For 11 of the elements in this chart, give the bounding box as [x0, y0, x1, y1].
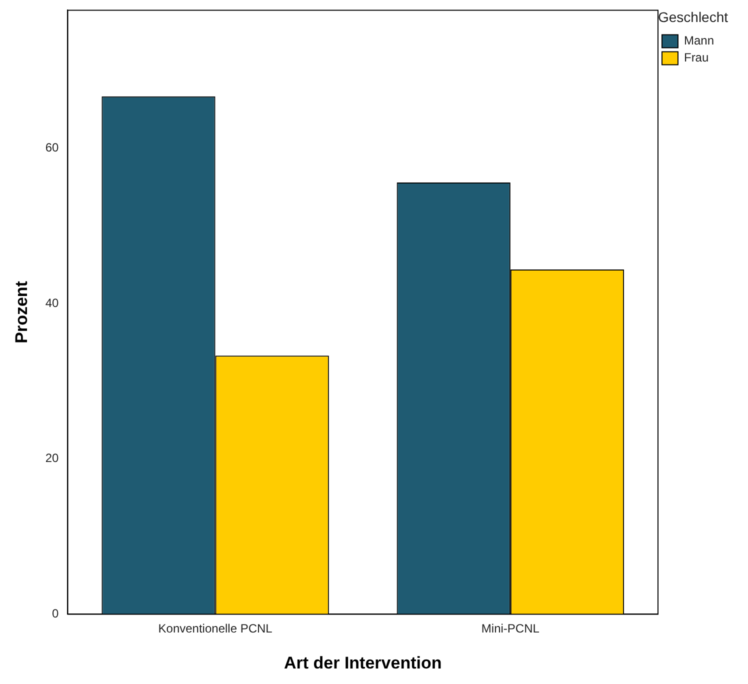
legend-title: Geschlecht: [658, 8, 728, 25]
y-tick-label: 60: [45, 140, 60, 155]
legend-label: Frau: [684, 50, 709, 65]
y-tick-label: 40: [45, 296, 60, 310]
y-axis-title: Prozent: [12, 280, 31, 344]
x-axis-title: Art der Intervention: [284, 653, 442, 672]
y-tick-label: 0: [52, 606, 60, 621]
y-tick-label: 20: [45, 451, 60, 466]
x-tick-label: Konventionelle PCNL: [158, 622, 273, 636]
legend-label: Mann: [684, 34, 714, 48]
x-tick-label: Mini-PCNL: [481, 622, 540, 636]
